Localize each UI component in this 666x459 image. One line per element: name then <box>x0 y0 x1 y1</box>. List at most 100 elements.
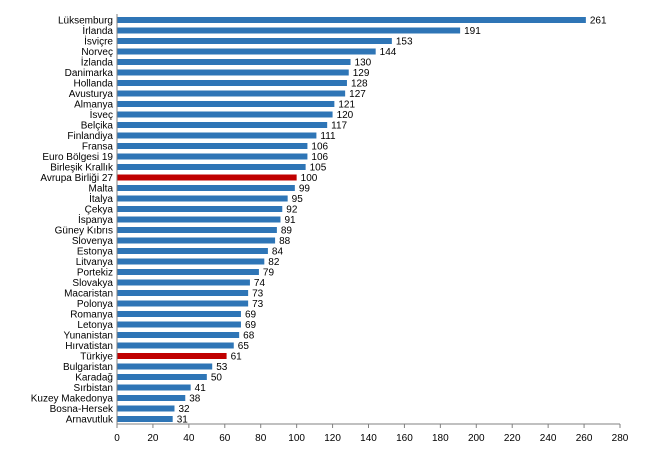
value-label-luksemburg: 261 <box>590 16 607 27</box>
category-label-danimarka: Danimarka <box>65 68 114 79</box>
category-label-slovenya: Slovenya <box>72 236 114 247</box>
value-label-macaristan: 73 <box>252 289 264 300</box>
value-label-malta: 99 <box>299 184 311 195</box>
x-tick-label-140: 140 <box>360 433 377 444</box>
value-label-italya: 95 <box>292 194 304 205</box>
x-tick-label-120: 120 <box>324 433 341 444</box>
value-label-izlanda: 130 <box>355 58 372 69</box>
bar-kuzey-makedonya <box>117 395 186 401</box>
x-tick-label-160: 160 <box>396 433 413 444</box>
value-label-belcika: 117 <box>331 121 347 132</box>
bar-romanya <box>117 311 241 317</box>
category-label-finlandiya: Finlandiya <box>67 131 113 142</box>
bar-slovakya <box>117 279 250 286</box>
value-label-romanya: 69 <box>245 310 257 321</box>
bar-luksemburg <box>117 17 586 23</box>
category-label-avrupa-birligi-27: Avrupa Birliği 27 <box>40 173 113 184</box>
bar-polonya <box>117 300 249 307</box>
category-label-norvec: Norveç <box>81 47 113 58</box>
category-label-kuzey-makedonya: Kuzey Makedonya <box>31 394 114 405</box>
value-label-avusturya: 127 <box>349 89 366 100</box>
category-label-hollanda: Hollanda <box>74 79 114 90</box>
value-label-litvanya: 82 <box>268 257 280 268</box>
value-label-turkiye: 61 <box>231 352 243 363</box>
value-label-almanya: 121 <box>338 100 355 111</box>
bar-isvec <box>117 111 333 118</box>
bar-euro-bolgesi-19 <box>117 153 308 160</box>
category-label-litvanya: Litvanya <box>76 257 114 268</box>
category-label-slovakya: Slovakya <box>72 278 113 289</box>
bar-cekya <box>117 206 283 212</box>
category-label-euro-bolgesi-19: Euro Bölgesi 19 <box>42 152 113 163</box>
x-tick-label-240: 240 <box>540 433 557 444</box>
category-label-letonya: Letonya <box>77 320 113 331</box>
bar-letonya <box>117 321 241 328</box>
value-label-bulgaristan: 53 <box>216 362 228 373</box>
value-label-portekiz: 79 <box>263 268 275 279</box>
bar-bosna-hersek <box>117 405 175 412</box>
category-label-bosna-hersek: Bosna-Hersek <box>50 404 114 415</box>
bar-karadag <box>117 374 207 380</box>
x-tick-label-220: 220 <box>504 433 521 444</box>
bar-arnavutluk <box>117 416 173 422</box>
bar-fransa <box>117 143 308 149</box>
x-tick-label-180: 180 <box>432 433 449 444</box>
bar-birlesik-krallik <box>117 164 306 170</box>
value-label-polonya: 73 <box>252 299 264 310</box>
category-label-cekya: Çekya <box>85 205 114 216</box>
category-label-romanya: Romanya <box>70 310 113 321</box>
category-label-isvec: İsveç <box>90 108 113 121</box>
category-label-guney-kibris: Güney Kıbrıs <box>55 226 113 237</box>
category-label-luksemburg: Lüksemburg <box>58 16 113 27</box>
category-label-fransa: Fransa <box>82 142 114 153</box>
bar-malta <box>117 185 295 191</box>
category-label-yunanistan: Yunanistan <box>64 331 114 342</box>
bar-hirvatistan <box>117 342 234 349</box>
value-label-hirvatistan: 65 <box>238 341 250 352</box>
x-tick-label-200: 200 <box>468 433 485 444</box>
category-label-estonya: Estonya <box>77 247 114 258</box>
value-label-arnavutluk: 31 <box>177 415 189 426</box>
bar-portekiz <box>117 269 259 275</box>
category-label-bulgaristan: Bulgaristan <box>63 362 113 373</box>
bar-izlanda <box>117 59 351 65</box>
value-label-fransa: 106 <box>311 142 328 153</box>
value-label-letonya: 69 <box>245 320 257 331</box>
category-label-ispanya: İspanya <box>78 213 113 226</box>
value-label-karadag: 50 <box>211 373 223 384</box>
category-label-hirvatistan: Hırvatistan <box>65 341 113 352</box>
category-label-macaristan: Macaristan <box>64 289 113 300</box>
bar-danimarka <box>117 69 349 76</box>
category-label-irlanda: İrlanda <box>82 24 113 37</box>
bar-macaristan <box>117 290 249 296</box>
category-label-arnavutluk: Arnavutluk <box>66 415 114 426</box>
bar-guney-kibris <box>117 227 277 233</box>
value-label-slovenya: 88 <box>279 236 291 247</box>
value-label-cekya: 92 <box>286 205 298 216</box>
bar-belcika <box>117 122 328 128</box>
category-label-karadag: Karadağ <box>75 373 113 384</box>
category-label-izlanda: İzlanda <box>81 56 114 69</box>
category-label-birlesik-krallik: Birleşik Krallık <box>50 163 114 174</box>
category-label-malta: Malta <box>89 184 114 195</box>
x-tick-label-20: 20 <box>147 433 159 444</box>
value-label-isvec: 120 <box>337 110 354 121</box>
bar-almanya <box>117 101 335 107</box>
category-label-isvicre: İsviçre <box>84 35 113 48</box>
bar-finlandiya <box>117 132 317 139</box>
category-label-belcika: Belçika <box>81 121 114 132</box>
value-label-norvec: 144 <box>380 47 397 58</box>
value-label-bosna-hersek: 32 <box>178 404 190 415</box>
bar-turkiye <box>117 353 227 359</box>
value-label-yunanistan: 68 <box>243 331 255 342</box>
x-tick-label-40: 40 <box>183 433 195 444</box>
bar-italya <box>117 195 288 202</box>
value-label-irlanda: 191 <box>464 26 481 37</box>
value-label-birlesik-krallik: 105 <box>310 163 327 174</box>
bar-norvec <box>117 48 376 55</box>
bar-avusturya <box>117 90 346 97</box>
value-label-danimarka: 129 <box>353 68 370 79</box>
value-label-slovakya: 74 <box>254 278 266 289</box>
bar-ispanya <box>117 216 281 223</box>
